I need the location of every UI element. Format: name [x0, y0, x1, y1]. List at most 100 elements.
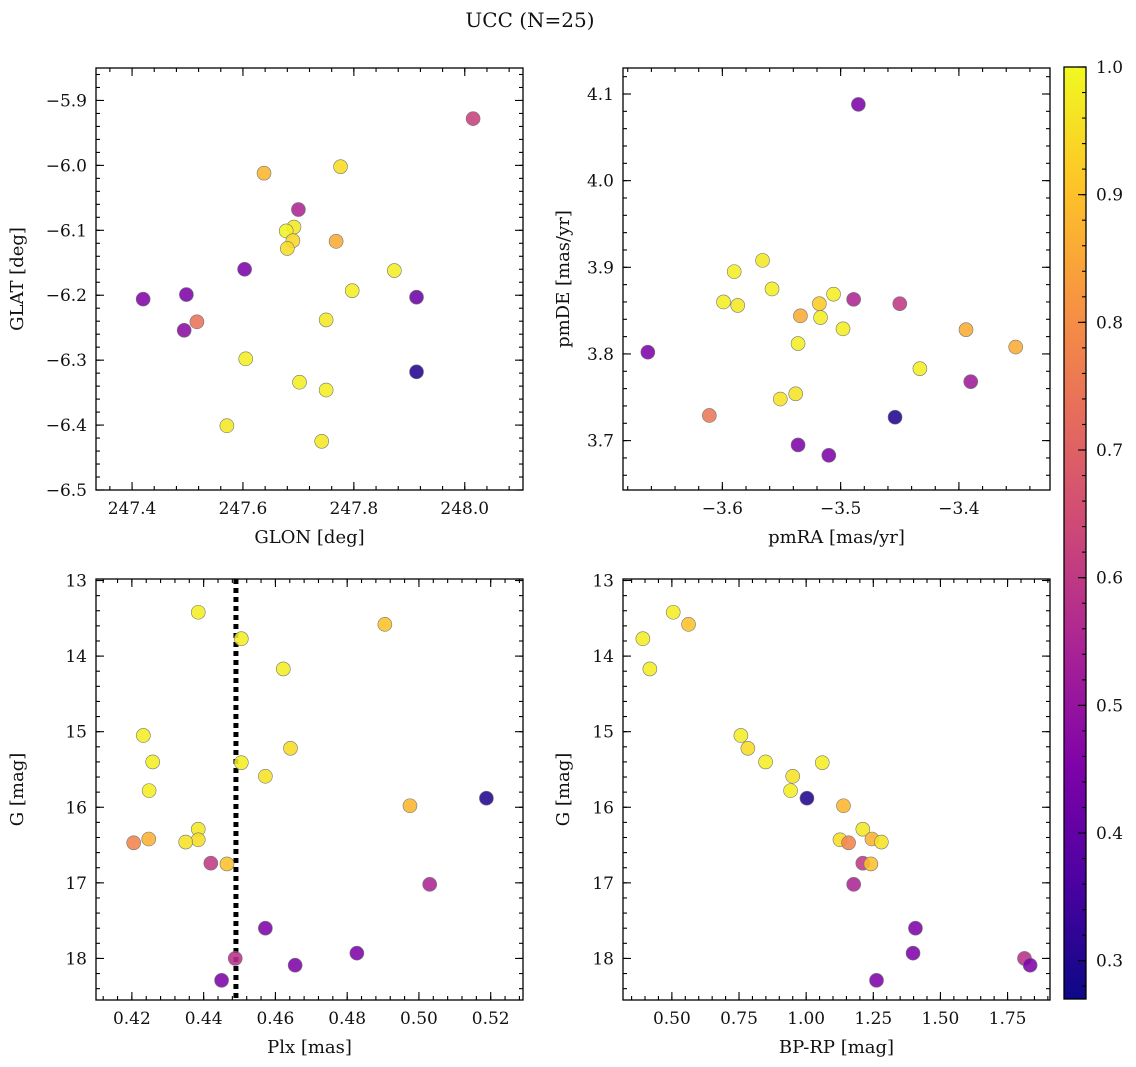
data-point: [799, 790, 815, 806]
data-point: [813, 310, 828, 325]
x-tick-label: 0.46: [256, 1009, 294, 1029]
data-point: [176, 322, 192, 338]
panel-pmra-pmde: −3.6 −3.5 −3.4 3.7 3.8 3.9 4.0 4.1 pmRA [mas/yr]…: [553, 67, 1051, 548]
colorbar-tick-label: 0.7: [1096, 441, 1123, 461]
y-tick-label: −5.9: [46, 91, 87, 111]
y-tick-label: 16: [65, 798, 87, 818]
y-tick-label: 18: [592, 949, 614, 969]
panel-plx-g: 0.42 0.44 0.46 0.48 0.50 0.52 13 14 15 16 17 18 Plx …: [7, 572, 524, 1058]
x-tick-label: 0.52: [472, 1009, 510, 1029]
colorbar-gradient: [1064, 67, 1086, 999]
data-point: [726, 264, 742, 279]
x-tick-label: 248.0: [440, 499, 489, 519]
data-point: [1022, 957, 1038, 973]
x-tick-label: 247.4: [108, 499, 157, 519]
data-point: [642, 661, 658, 677]
data-point: [887, 409, 903, 425]
data-point: [740, 741, 756, 756]
data-point: [203, 855, 219, 871]
data-point: [908, 920, 923, 936]
y-axis-label: GLAT [deg]: [7, 227, 28, 331]
y-tick-label: 3.9: [587, 258, 614, 278]
x-tick-label: 247.8: [330, 499, 379, 519]
data-point: [280, 241, 295, 256]
data-point: [189, 314, 205, 330]
data-point: [912, 361, 928, 376]
data-point: [219, 418, 235, 434]
data-point: [793, 308, 808, 324]
data-point: [178, 834, 194, 850]
data-point: [349, 945, 365, 961]
data-point: [905, 945, 921, 961]
data-point: [141, 831, 157, 847]
data-point: [812, 296, 827, 311]
y-axis-label: G [mag]: [7, 753, 28, 826]
x-tick-label: 0.48: [328, 1009, 366, 1029]
data-point: [283, 741, 298, 756]
data-point: [409, 364, 424, 380]
data-point: [814, 755, 830, 770]
data-point: [219, 856, 235, 872]
colorbar: 0.3 0.4 0.5 0.6 0.7 0.8 0.9 1.0: [1063, 58, 1123, 1000]
data-point: [958, 322, 974, 337]
data-point: [851, 97, 866, 112]
y-tick-label: −6.5: [46, 481, 87, 501]
colorbar-tick-label: 0.8: [1096, 313, 1123, 333]
data-point: [758, 754, 773, 770]
colorbar-frame: [1063, 66, 1087, 1000]
y-tick-label: 18: [65, 949, 87, 969]
colorbar-tick-label: 0.3: [1096, 952, 1123, 972]
data-point: [835, 321, 851, 337]
y-tick-label: −6.3: [46, 351, 87, 371]
data-point: [258, 768, 273, 784]
y-tick-label: 17: [592, 874, 614, 894]
y-tick-label: −6.1: [46, 221, 87, 241]
x-axis-label: Plx [mas]: [267, 1037, 352, 1058]
data-point: [1008, 339, 1023, 355]
data-point: [258, 920, 273, 936]
data-point: [869, 973, 884, 988]
x-tick-label: 0.75: [720, 1009, 758, 1029]
colorbar-tick-label: 0.9: [1096, 186, 1123, 206]
data-point: [377, 617, 393, 632]
data-point: [785, 768, 801, 784]
data-point: [841, 835, 856, 851]
data-point: [640, 344, 656, 360]
x-tick-label: 0.50: [400, 1009, 438, 1029]
data-point: [465, 111, 481, 126]
panel-bprp-g: 0.50 0.75 1.00 1.25 1.50 1.75 13 14 15 16 17 18 BP-R…: [553, 572, 1051, 1058]
x-tick-label: 1.00: [787, 1009, 825, 1029]
colorbar-tick-label: 1.0: [1096, 58, 1123, 78]
y-tick-label: −6.4: [46, 416, 87, 436]
panel-glon-glat: 247.4 247.6 247.8 248.0 −6.5 −6.4 −6.3 −6.2 −6.1…: [7, 67, 524, 548]
axes-frame: [622, 67, 1051, 491]
y-axis-label: G [mag]: [553, 753, 574, 826]
data-point: [314, 434, 330, 449]
axes-frame: [95, 67, 524, 491]
x-tick-label: 1.25: [854, 1009, 892, 1029]
data-point: [256, 165, 272, 181]
data-point: [190, 604, 206, 620]
data-point: [409, 289, 424, 305]
y-tick-label: 13: [592, 572, 614, 592]
data-point: [788, 386, 803, 402]
data-point: [963, 374, 979, 389]
x-tick-label: 247.6: [219, 499, 268, 519]
data-point: [826, 286, 841, 302]
x-tick-label: 0.42: [113, 1009, 151, 1029]
data-point: [665, 604, 681, 620]
axes-frame: [95, 578, 524, 1001]
data-point: [773, 391, 788, 407]
x-tick-label: 1.50: [922, 1009, 960, 1029]
x-axis-label: GLON [deg]: [254, 527, 364, 548]
data-point: [846, 877, 861, 892]
data-point: [292, 374, 307, 390]
data-point: [635, 631, 651, 647]
data-point: [234, 755, 249, 770]
colorbar-tick-label: 0.5: [1096, 696, 1123, 716]
data-point: [135, 291, 151, 307]
data-point: [733, 728, 749, 743]
data-point: [846, 292, 861, 307]
data-point: [863, 856, 879, 872]
